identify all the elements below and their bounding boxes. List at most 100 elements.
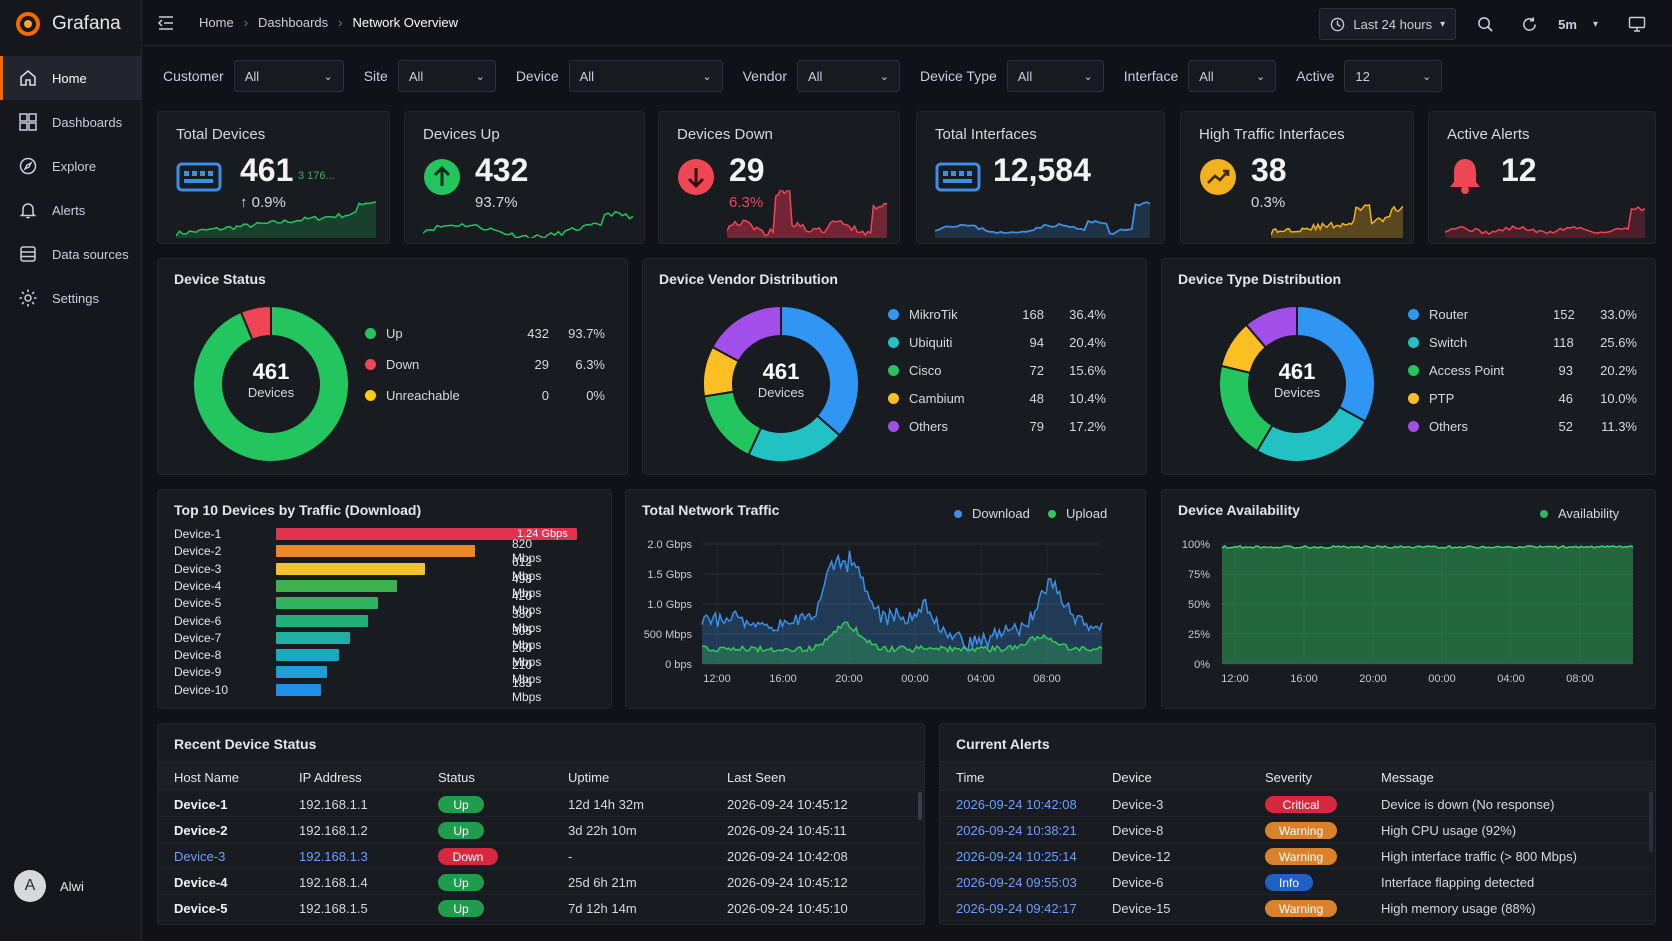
legend-item[interactable]: Cambium 48 10.4% <box>888 391 1106 406</box>
donut-slice-ubiquiti[interactable] <box>747 414 842 463</box>
filter-select-site[interactable]: All ⌄ <box>397 60 496 92</box>
legend-item[interactable]: Down 29 6.3% <box>365 357 605 372</box>
filter-select-active[interactable]: 12 ⌄ <box>1344 60 1443 92</box>
bar-row[interactable]: Device-5 420 Mbps <box>174 589 541 617</box>
bar-row[interactable]: Device-8 260 Mbps <box>174 641 541 669</box>
column-header[interactable]: IP Address <box>299 770 362 785</box>
donut-slice-mikrotik[interactable] <box>780 304 860 437</box>
column-header[interactable]: Host Name <box>174 770 240 785</box>
legend-item[interactable]: Ubiquiti 94 20.4% <box>888 335 1106 350</box>
column-header[interactable]: Message <box>1381 770 1434 785</box>
bar-row[interactable]: Device-7 305 Mbps <box>174 624 541 652</box>
cell-host[interactable]: Device-4 <box>174 875 228 890</box>
column-header[interactable]: Severity <box>1265 770 1312 785</box>
tv-mode-icon[interactable] <box>1622 9 1652 39</box>
legend-availability[interactable]: Availability <box>1540 506 1619 521</box>
table-row[interactable]: Device-5 192.168.1.5 Up 7d 12h 14m 2026-09-2… <box>158 895 924 921</box>
cell-time[interactable]: 2026-09-24 10:38:21 <box>956 823 1077 838</box>
legend-download[interactable]: Download <box>954 506 1030 521</box>
legend-item[interactable]: Unreachable 0 0% <box>365 388 605 403</box>
scrollbar[interactable] <box>918 792 922 820</box>
cell-time[interactable]: 2026-09-24 09:42:17 <box>956 901 1077 916</box>
cell-time[interactable]: 2026-09-24 10:42:08 <box>956 797 1077 812</box>
bar-row[interactable]: Device-10 185 Mbps <box>174 676 541 704</box>
table-row[interactable]: 2026-09-24 10:38:21 Device-8 Warning High C… <box>940 817 1655 843</box>
collapse-menu-icon[interactable] <box>151 8 181 38</box>
donut-slice-cisco[interactable] <box>702 390 763 457</box>
sidebar-item-settings[interactable]: Settings <box>0 276 141 320</box>
table-row[interactable]: 2026-09-24 09:42:17 Device-15 Warning High … <box>940 895 1655 921</box>
donut-slice-switch[interactable] <box>1255 405 1367 463</box>
bar-row[interactable]: Device-2 820 Mbps <box>174 537 541 565</box>
table-row[interactable]: Device-2 192.168.1.2 Up 3d 22h 10m 2026-09-2… <box>158 817 924 843</box>
scrollbar[interactable] <box>1649 792 1653 852</box>
stat-panel-total-devices[interactable]: Total Devices 461 3 176... ↑ 0.9% <box>157 111 390 244</box>
donut-slice-others[interactable] <box>1244 304 1298 349</box>
refresh-icon[interactable] <box>1514 9 1544 39</box>
time-range-picker[interactable]: Last 24 hours ▾ <box>1319 8 1457 40</box>
legend-item[interactable]: Access Point 93 20.2% <box>1408 363 1637 378</box>
filter-select-vendor[interactable]: All ⌄ <box>796 60 900 92</box>
cell-time[interactable]: 2026-09-24 09:55:03 <box>956 875 1077 890</box>
series-line-availability[interactable] <box>1221 544 1634 550</box>
cell-ip[interactable]: 192.168.1.2 <box>299 823 368 838</box>
bar-row[interactable]: Device-1 1.24 Gbps <box>174 526 577 542</box>
legend-upload[interactable]: Upload <box>1048 506 1107 521</box>
cell-host[interactable]: Device-1 <box>174 797 228 812</box>
stat-panel-total-interfaces[interactable]: Total Interfaces 12,584 <box>916 111 1165 244</box>
cell-host[interactable]: Device-3 <box>174 849 226 864</box>
cell-ip[interactable]: 192.168.1.5 <box>299 901 368 916</box>
series-line-download[interactable] <box>701 550 1103 654</box>
stat-panel-active-alerts[interactable]: Active Alerts 12 <box>1428 111 1656 244</box>
column-header[interactable]: Uptime <box>568 770 610 785</box>
column-header[interactable]: Last Seen <box>727 770 786 785</box>
grafana-logo[interactable]: Grafana <box>14 8 121 40</box>
cell-ip[interactable]: 192.168.1.4 <box>299 875 368 890</box>
filter-select-customer[interactable]: All ⌄ <box>233 60 344 92</box>
legend-item[interactable]: Up 432 93.7% <box>365 326 605 341</box>
sidebar-item-explore[interactable]: Explore <box>0 144 141 188</box>
stat-panel-devices-up[interactable]: Devices Up 432 93.7% <box>404 111 645 244</box>
cell-host[interactable]: Device-5 <box>174 901 228 916</box>
legend-item[interactable]: Cisco 72 15.6% <box>888 363 1106 378</box>
stat-panel-high-traffic-interfaces[interactable]: High Traffic Interfaces 38 0.3% <box>1180 111 1414 244</box>
legend-item[interactable]: PTP 46 10.0% <box>1408 391 1637 406</box>
bar-row[interactable]: Device-9 210 Mbps <box>174 658 541 686</box>
breadcrumb-dashboards[interactable]: Dashboards <box>258 15 329 30</box>
sidebar-item-data-sources[interactable]: Data sources <box>0 232 141 276</box>
bar-row[interactable]: Device-3 612 Mbps <box>174 555 541 583</box>
cell-ip[interactable]: 192.168.1.1 <box>299 797 368 812</box>
bar-row[interactable]: Device-4 498 Mbps <box>174 572 541 600</box>
sidebar-item-alerts[interactable]: Alerts <box>0 188 141 232</box>
column-header[interactable]: Device <box>1112 770 1152 785</box>
table-row[interactable]: 2026-09-24 10:25:14 Device-12 Warning High … <box>940 843 1655 869</box>
cell-ip[interactable]: 192.168.1.3 <box>299 849 368 864</box>
zoom-search-icon[interactable] <box>1470 9 1500 39</box>
donut-slice-up[interactable] <box>192 304 350 463</box>
donut-slice-down[interactable] <box>239 304 272 342</box>
table-row[interactable]: Device-4 192.168.1.4 Up 25d 6h 21m 2026-09-2… <box>158 869 924 895</box>
sidebar-item-dashboards[interactable]: Dashboards <box>0 100 141 144</box>
user-profile[interactable]: A Alwi <box>14 870 84 902</box>
legend-item[interactable]: Others 52 11.3% <box>1408 419 1637 434</box>
table-row[interactable]: 2026-09-24 10:42:08 Device-3 Critical Devic… <box>940 791 1655 817</box>
sidebar-item-home[interactable]: Home <box>0 56 141 100</box>
filter-select-interface[interactable]: All ⌄ <box>1188 60 1277 92</box>
column-header[interactable]: Time <box>956 770 985 785</box>
table-row[interactable]: Device-3 192.168.1.3 Down - 2026-09-24 10:42… <box>158 843 924 869</box>
breadcrumb-home[interactable]: Home <box>199 15 234 30</box>
table-row[interactable]: 2026-09-24 09:55:03 Device-6 Info Interface… <box>940 869 1655 895</box>
legend-item[interactable]: MikroTik 168 36.4% <box>888 307 1106 322</box>
stat-panel-devices-down[interactable]: Devices Down 29 6.3% <box>658 111 900 244</box>
bar-row[interactable]: Device-6 380 Mbps <box>174 607 541 635</box>
refresh-interval-picker[interactable]: 5m ▾ <box>1558 17 1598 32</box>
cell-time[interactable]: 2026-09-24 10:25:14 <box>956 849 1077 864</box>
filter-select-device-type[interactable]: All ⌄ <box>1006 60 1104 92</box>
donut-slice-others[interactable] <box>710 304 782 363</box>
series-line-upload[interactable] <box>702 621 1103 654</box>
filter-select-device[interactable]: All ⌄ <box>568 60 723 92</box>
cell-host[interactable]: Device-2 <box>174 823 228 838</box>
legend-item[interactable]: Router 152 33.0% <box>1408 307 1637 322</box>
legend-item[interactable]: Switch 118 25.6% <box>1408 335 1637 350</box>
legend-item[interactable]: Others 79 17.2% <box>888 419 1106 434</box>
